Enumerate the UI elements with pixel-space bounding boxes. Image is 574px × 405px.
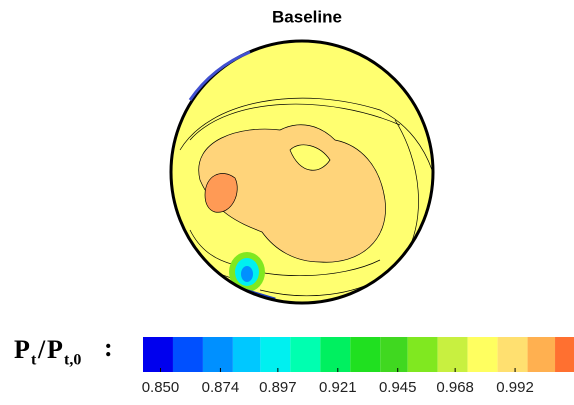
colorbar-swatch bbox=[467, 337, 498, 372]
colorbar-swatch bbox=[407, 337, 438, 372]
colorbar-tick-label: 0.850 bbox=[142, 379, 180, 396]
colorbar-label: t bbox=[31, 352, 37, 369]
colorbar-tick-label: 0.992 bbox=[496, 379, 534, 396]
colorbar-swatch bbox=[555, 337, 574, 372]
colorbar-tick-label: 0.921 bbox=[319, 379, 357, 396]
contour-field bbox=[171, 41, 433, 303]
colorbar-label: t,0 bbox=[64, 352, 81, 369]
colorbar-label: P bbox=[14, 335, 30, 364]
colorbar-swatch bbox=[350, 337, 381, 372]
chart-title: Baseline bbox=[272, 7, 342, 26]
colorbar-tick-label: 0.945 bbox=[379, 379, 417, 396]
colorbar-tick-label: 0.874 bbox=[202, 379, 240, 396]
colorbar-swatch bbox=[320, 337, 351, 372]
colorbar-label: : bbox=[104, 333, 113, 362]
colorbar-swatch bbox=[497, 337, 528, 372]
colorbar-swatch bbox=[202, 337, 233, 372]
colorbar-swatch bbox=[260, 337, 291, 372]
colorbar-swatch bbox=[143, 337, 173, 372]
colorbar-swatch bbox=[232, 337, 261, 372]
colorbar-swatch bbox=[172, 337, 203, 372]
colorbar-tick-label: 0.897 bbox=[259, 379, 297, 396]
colorbar-label: P bbox=[47, 335, 63, 364]
colorbar-tick-label: 0.968 bbox=[436, 379, 474, 396]
colorbar-swatch bbox=[290, 337, 321, 372]
colorbar-swatch bbox=[527, 337, 556, 372]
colorbar-swatch bbox=[437, 337, 468, 372]
colorbar-swatch bbox=[380, 337, 408, 372]
colorbar-label: / bbox=[37, 335, 46, 364]
